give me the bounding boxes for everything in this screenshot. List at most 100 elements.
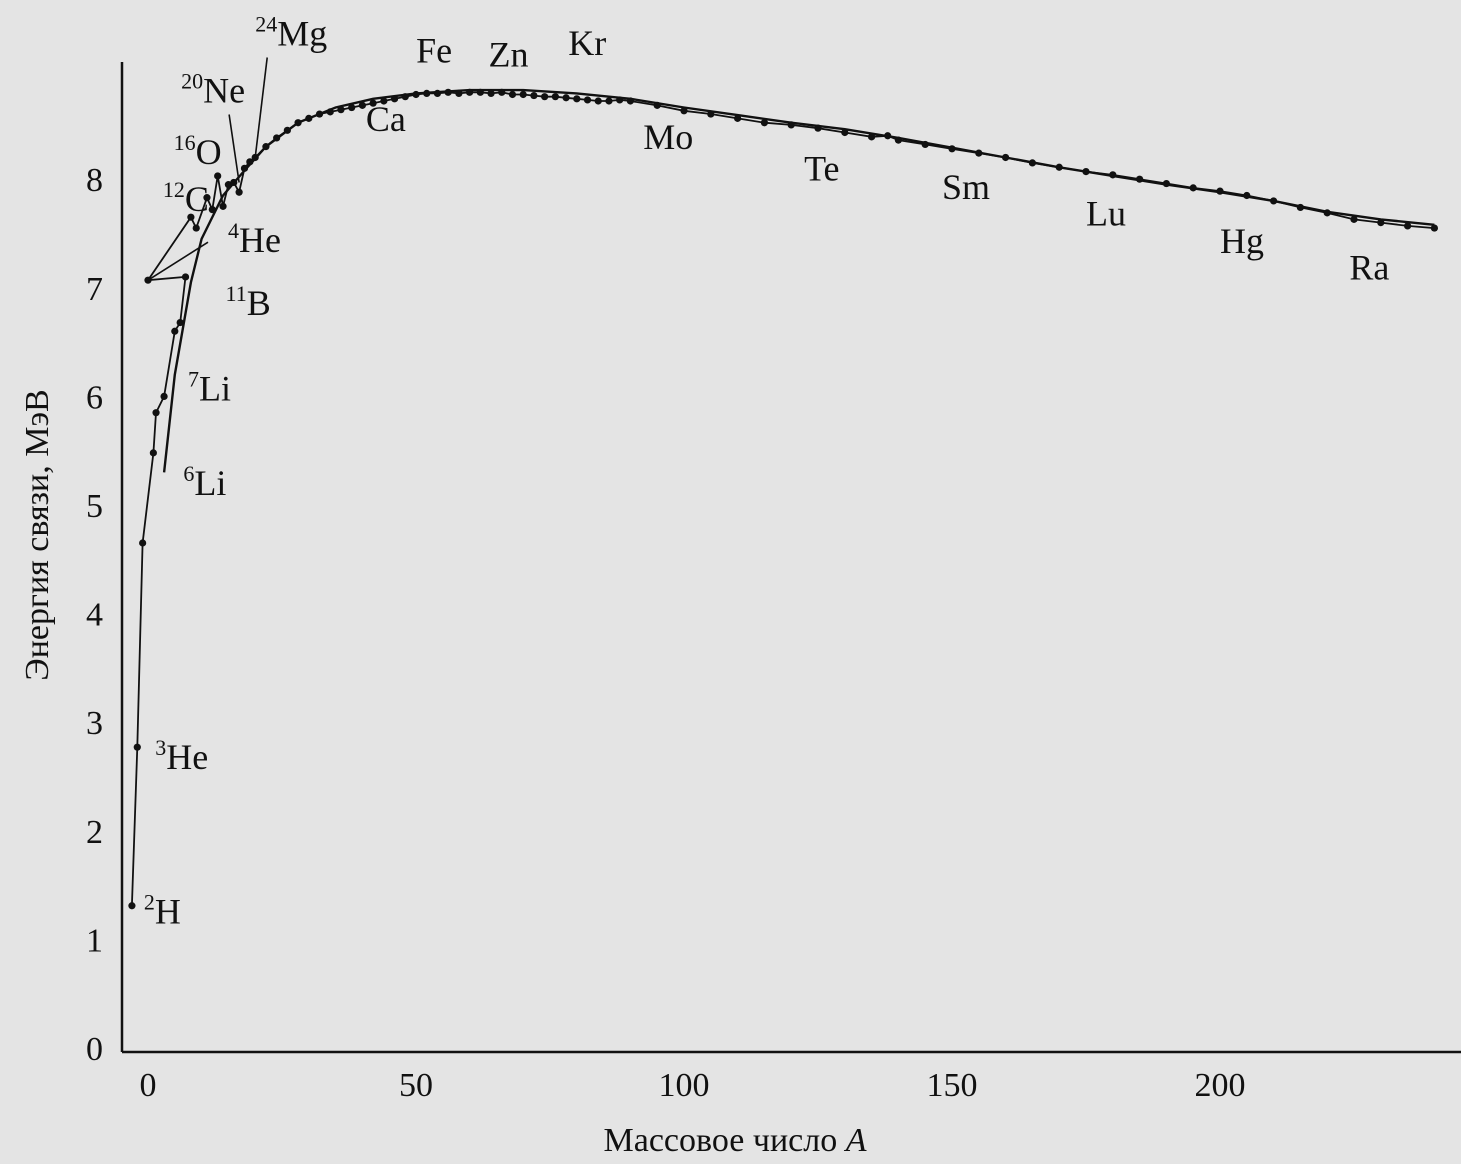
data-point [1109, 171, 1117, 179]
mass-number: 2 [144, 890, 155, 915]
data-point [921, 140, 929, 149]
data-point [1350, 215, 1358, 223]
label-leader-line [228, 114, 240, 183]
data-point [128, 902, 136, 910]
element-label-te: Te [804, 148, 839, 188]
data-point [326, 108, 334, 116]
data-point [562, 94, 570, 102]
data-point [1162, 179, 1170, 188]
data-point [208, 206, 216, 214]
x-tick-label: 0 [140, 1067, 157, 1104]
y-axis-label: Энергия связи, МэВ [19, 389, 56, 680]
data-point [139, 539, 147, 547]
data-point [1055, 163, 1063, 171]
data-point [1377, 219, 1385, 227]
data-point [948, 145, 956, 153]
data-point [337, 106, 345, 114]
element-label-fe: Fe [416, 30, 452, 70]
data-point [653, 101, 661, 109]
data-point [171, 327, 179, 335]
data-point [841, 128, 849, 137]
data-point [519, 90, 527, 99]
data-point [423, 89, 431, 98]
x-tick-label: 50 [399, 1067, 433, 1104]
y-tick-label: 0 [86, 1031, 103, 1068]
y-tick-label: 7 [86, 271, 103, 308]
y-tick-label: 6 [86, 379, 103, 416]
data-point [487, 89, 495, 98]
element-label-sm: Sm [942, 167, 990, 207]
data-point [390, 95, 399, 103]
data-point [348, 103, 356, 112]
element-label-zn: Zn [488, 34, 528, 74]
data-point [734, 114, 742, 122]
element-symbol: Li [194, 463, 226, 503]
label-leader-line [254, 57, 268, 158]
data-point [358, 101, 366, 109]
x-axis-label-variable: A [844, 1122, 867, 1159]
element-label-kr: Kr [568, 23, 606, 63]
data-point [616, 96, 624, 104]
mass-number: 6 [183, 461, 194, 486]
data-point [760, 119, 769, 127]
data-point [230, 178, 238, 187]
data-point [1002, 153, 1010, 162]
data-point [551, 93, 559, 101]
element-label-ra: Ra [1349, 247, 1389, 287]
data-point [160, 392, 168, 400]
element-label-mo: Mo [643, 117, 693, 157]
data-point [294, 119, 302, 127]
element-label-h: 2H [144, 890, 181, 932]
mass-number: 24 [255, 11, 277, 36]
element-symbol: He [166, 737, 208, 777]
data-point [401, 93, 409, 101]
element-symbol: He [239, 220, 281, 260]
mass-number: 20 [181, 68, 203, 93]
series-layer [128, 88, 1438, 910]
data-point [1082, 167, 1090, 176]
data-point [187, 213, 195, 221]
element-symbol: O [196, 132, 222, 172]
data-point [787, 121, 795, 129]
data-point [152, 409, 160, 417]
data-point [1296, 203, 1304, 212]
data-point [283, 126, 291, 134]
element-label-he: 4He [228, 218, 281, 260]
mass-number: 4 [228, 218, 239, 243]
element-label-li: 7Li [188, 367, 231, 409]
label-leader-line [147, 241, 209, 281]
data-point [412, 90, 420, 99]
measured-line [131, 91, 1435, 906]
data-point [680, 107, 688, 115]
mass-number: 12 [163, 177, 185, 202]
element-label-c: 12C [163, 177, 209, 219]
data-point [273, 134, 281, 142]
data-point [235, 188, 243, 196]
data-point [133, 743, 141, 751]
y-tick-label: 8 [86, 162, 103, 199]
data-point [1243, 191, 1251, 200]
element-symbol: C [185, 179, 209, 219]
data-point [1216, 187, 1224, 195]
data-point [583, 96, 592, 104]
data-point [594, 97, 602, 105]
element-label-li: 6Li [183, 461, 226, 503]
element-label-ne: 20Ne [181, 68, 245, 110]
element-symbol: Li [199, 369, 231, 409]
data-point [541, 93, 549, 101]
data-point [884, 132, 892, 140]
mass-number: 16 [174, 130, 196, 155]
data-point [1270, 197, 1278, 205]
data-point [455, 89, 463, 98]
data-point [203, 194, 211, 202]
data-point [380, 97, 388, 105]
x-tick-label: 200 [1195, 1067, 1246, 1104]
x-tick-label: 100 [659, 1067, 710, 1104]
data-point [1189, 184, 1197, 192]
data-point [214, 172, 222, 180]
smooth-fit-curve [162, 88, 1435, 473]
y-tick-label: 1 [86, 922, 103, 959]
data-point [605, 97, 613, 105]
